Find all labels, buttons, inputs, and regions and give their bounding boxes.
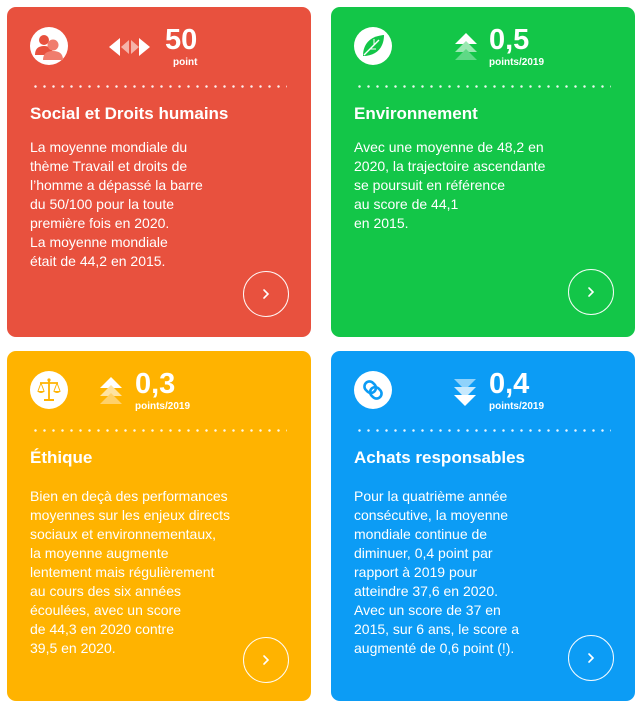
leaf-icon: [354, 27, 392, 65]
body-line: Pour la quatrième année: [354, 488, 508, 504]
body-line: écoulées, avec un score: [30, 602, 181, 618]
people-icon: [30, 27, 68, 65]
body-line: La moyenne mondiale du: [30, 139, 188, 155]
card-body: Pour la quatrième année consécutive, la …: [354, 487, 554, 658]
chevron-right-icon: [588, 653, 595, 663]
body-line: rapport à 2019 pour: [354, 564, 477, 580]
body-line: 2015, sur 6 ans, le score a: [354, 621, 519, 637]
card-title: Achats responsables: [354, 448, 526, 467]
trend-up-icon: [98, 375, 124, 414]
card-body: La moyenne mondiale du thème Travail et …: [30, 138, 270, 271]
card-environnement: 0,5 points/2019 Environnement Avec une m…: [331, 7, 635, 337]
body-line: de 44,3 en 2020 contre: [30, 621, 175, 637]
card-title: Social et Droits humains: [30, 104, 229, 123]
more-button[interactable]: [568, 635, 614, 681]
body-line: moyennes sur les enjeux directs: [30, 507, 230, 523]
dotted-divider: [31, 429, 287, 432]
card-ethique: 0,3 points/2019 Éthique Bien en deçà des…: [7, 351, 311, 701]
stable-trend-icon: [99, 36, 159, 63]
chevron-right-icon: [263, 289, 270, 299]
card-body: Avec une moyenne de 48,2 en 2020, la tra…: [354, 138, 594, 233]
chevron-right-icon: [263, 655, 270, 665]
body-line: du 50/100 pour la toute: [30, 196, 175, 212]
body-line: Avec un score de 37 en: [354, 602, 501, 618]
scales-icon: [30, 371, 68, 409]
score-value: 0,3: [135, 368, 176, 400]
body-line: augmenté de 0,6 point (!).: [354, 640, 515, 656]
dotted-divider: [355, 85, 611, 88]
trend-up-icon: [453, 31, 479, 70]
body-line: la moyenne augmente: [30, 545, 169, 561]
body-line: en 2015.: [354, 215, 409, 231]
score-value: 0,5: [489, 24, 530, 56]
body-line: première fois en 2020.: [30, 215, 170, 231]
card-title: Éthique: [30, 448, 93, 467]
body-line: 2020, la trajectoire ascendante: [354, 158, 546, 174]
card-title: Environnement: [354, 104, 478, 123]
body-line: Bien en deçà des performances: [30, 488, 228, 504]
dotted-divider: [355, 429, 611, 432]
score-unit: points/2019: [489, 57, 545, 68]
body-line: La moyenne mondiale: [30, 234, 168, 250]
body-line: thème Travail et droits de: [30, 158, 188, 174]
trend-down-icon: [452, 375, 478, 414]
chevron-right-icon: [588, 287, 595, 297]
score-value: 50: [165, 24, 198, 56]
card-body: Bien en deçà des performances moyennes s…: [30, 487, 280, 658]
more-button[interactable]: [243, 637, 289, 683]
score-unit: points/2019: [135, 401, 191, 412]
body-line: mondiale continue de: [354, 526, 488, 542]
body-line: diminuer, 0,4 point par: [354, 545, 493, 561]
card-achats: 0,4 points/2019 Achats responsables Pour…: [331, 351, 635, 701]
body-line: l’homme a dépassé la barre: [30, 177, 203, 193]
body-line: atteindre 37,6 en 2020.: [354, 583, 499, 599]
score-value: 0,4: [489, 368, 530, 400]
body-line: consécutive, la moyenne: [354, 507, 509, 523]
body-line: au score de 44,1: [354, 196, 459, 212]
body-line: Avec une moyenne de 48,2 en: [354, 139, 544, 155]
body-line: sociaux et environnementaux,: [30, 526, 216, 542]
score-unit: point: [173, 57, 198, 68]
body-line: au cours des six années: [30, 583, 181, 599]
dotted-divider: [31, 85, 287, 88]
score-unit: points/2019: [489, 401, 545, 412]
chain-link-icon: [354, 371, 392, 409]
card-social: 50 point Social et Droits humains La moy…: [7, 7, 311, 337]
body-line: se poursuit en référence: [354, 177, 505, 193]
more-button[interactable]: [243, 271, 289, 317]
body-line: 39,5 en 2020.: [30, 640, 116, 656]
body-line: lentement mais régulièrement: [30, 564, 215, 580]
body-line: était de 44,2 en 2015.: [30, 253, 166, 269]
more-button[interactable]: [568, 269, 614, 315]
